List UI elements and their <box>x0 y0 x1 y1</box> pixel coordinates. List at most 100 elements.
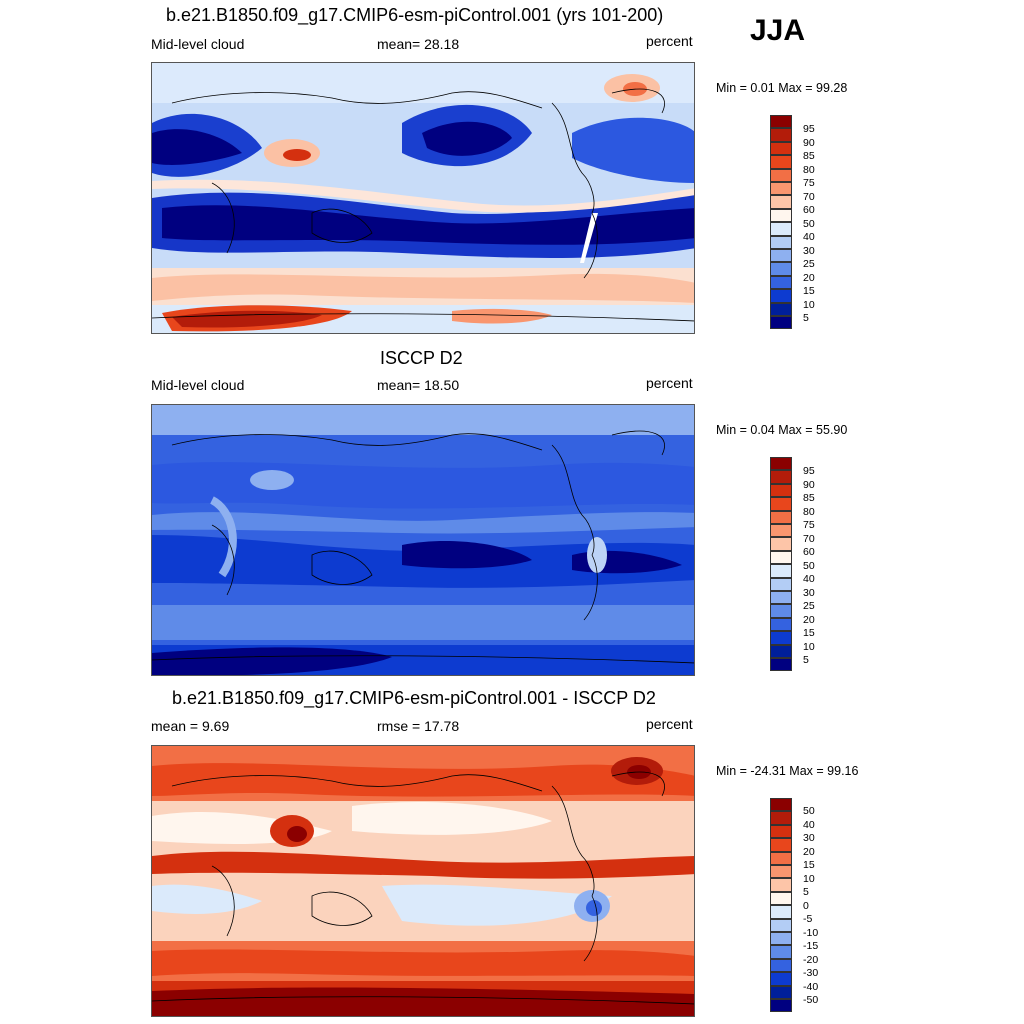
panel-2-colorbar-swatch <box>770 644 792 658</box>
panel-1-colorbar-swatch <box>770 235 792 249</box>
panel-3-colorbar-swatch <box>770 985 792 999</box>
panel-3-title: b.e21.B1850.f09_g17.CMIP6-esm-piControl.… <box>172 688 656 708</box>
panel-1-colorbar-tick: 10 <box>803 298 815 311</box>
panel-3-colorbar-tick: -50 <box>803 994 819 1006</box>
panel-1-colorbar-swatch <box>770 128 792 142</box>
panel-3-colorbar-swatch <box>770 838 792 852</box>
panel-3-colorbar-tick: 30 <box>803 832 815 844</box>
panel-3-colorbar-tick: -5 <box>803 913 813 925</box>
panel-2-colorbar-swatch <box>770 617 792 632</box>
panel-1-map <box>151 62 695 334</box>
panel-3-units-label: percent <box>646 716 693 732</box>
panel-2-colorbar-tick: 50 <box>803 559 815 572</box>
panel-3-colorbar-swatch <box>770 945 792 959</box>
panel-2-colorbar-swatch <box>770 483 792 498</box>
panel-2-colorbar-tick: 60 <box>803 546 815 558</box>
panel-2-colorbar-swatch <box>770 537 792 551</box>
panel-2-colorbar-swatch <box>770 497 792 511</box>
panel-2-colorbar-tick: 95 <box>803 465 815 477</box>
panel-3-colorbar-tick: 50 <box>803 805 815 817</box>
panel-2-colorbar-swatch <box>770 470 792 484</box>
panel-2-colorbar-swatch <box>770 457 792 471</box>
panel-2-colorbar-swatch <box>770 550 792 565</box>
panel-1-units-label: percent <box>646 33 693 49</box>
panel-1-colorbar-tick: 60 <box>803 204 815 216</box>
panel-3-colorbar-swatch <box>770 878 792 892</box>
panel-2-colorbar-tick: 25 <box>803 600 815 612</box>
panel-3-colorbar-tick: -40 <box>803 980 819 993</box>
panel-1-colorbar-swatch <box>770 249 792 263</box>
panel-2-colorbar-tick: 70 <box>803 532 815 545</box>
panel-2-colorbar-swatch <box>770 524 792 538</box>
panel-1-colorbar-tick: 25 <box>803 258 815 270</box>
panel-2-colorbar-swatch <box>770 604 792 618</box>
panel-1-colorbar-swatch <box>770 195 792 209</box>
panel-1-colorbar-swatch <box>770 182 792 196</box>
panel-1-colorbar-tick: 80 <box>803 163 815 176</box>
panel-1-colorbar-swatch <box>770 141 792 156</box>
panel-1-colorbar-tick: 30 <box>803 244 815 257</box>
panel-3-colorbar-tick: -20 <box>803 953 819 966</box>
panel-1-colorbar-tick: 40 <box>803 231 815 243</box>
panel-2-colorbar-swatch <box>770 564 792 578</box>
panel-3-colorbar-swatch <box>770 972 792 986</box>
panel-2-colorbar <box>770 457 792 671</box>
panel-1-colorbar-tick: 95 <box>803 123 815 135</box>
panel-2-units-label: percent <box>646 375 693 391</box>
panel-2-colorbar-swatch <box>770 658 792 671</box>
panel-2-colorbar-tick: 85 <box>803 492 815 504</box>
panel-2-colorbar-swatch <box>770 510 792 524</box>
panel-3-map <box>151 745 695 1017</box>
panel-1-colorbar-swatch <box>770 275 792 290</box>
panel-3-rmse-label: rmse = 17.78 <box>377 718 460 734</box>
panel-1-colorbar <box>770 115 792 329</box>
panel-1-colorbar-tick: 85 <box>803 150 815 162</box>
panel-3-colorbar-tick: 10 <box>803 872 815 885</box>
panel-3-colorbar-swatch <box>770 932 792 946</box>
panel-2-colorbar-tick: 20 <box>803 613 815 626</box>
panel-3-colorbar-swatch <box>770 918 792 932</box>
panel-2-map <box>151 404 695 676</box>
panel-1-colorbar-tick: 50 <box>803 217 815 230</box>
panel-1-colorbar-tick: 75 <box>803 177 815 189</box>
panel-1-colorbar-swatch <box>770 155 792 169</box>
panel-1-colorbar-swatch <box>770 168 792 182</box>
panel-2-colorbar-swatch <box>770 591 792 605</box>
panel-3-colorbar-swatch <box>770 865 792 879</box>
panel-3-colorbar-swatch <box>770 905 792 919</box>
panel-2-colorbar-tick: 10 <box>803 640 815 653</box>
panel-3-colorbar-tick: 15 <box>803 859 815 871</box>
panel-3-colorbar-tick: -15 <box>803 940 819 952</box>
panel-3-minmax: Min = -24.31 Max = 99.16 <box>716 764 859 778</box>
panel-3-colorbar-tick: 40 <box>803 818 815 831</box>
panel-2-colorbar-tick: 15 <box>803 627 815 639</box>
panel-1-colorbar-tick: 15 <box>803 285 815 297</box>
panel-1-colorbar-swatch <box>770 222 792 236</box>
season-label: JJA <box>750 14 806 47</box>
panel-1-variable-label: Mid-level cloud <box>151 36 245 52</box>
panel-1-colorbar-tick: 20 <box>803 271 815 284</box>
panel-3-colorbar-swatch <box>770 798 792 812</box>
panel-1-title: b.e21.B1850.f09_g17.CMIP6-esm-piControl.… <box>166 5 664 25</box>
panel-3-colorbar-tick: -10 <box>803 926 819 939</box>
panel-3-mean-label: mean = 9.69 <box>151 718 230 734</box>
panel-2-colorbar-tick: 5 <box>803 654 809 666</box>
panel-1-minmax: Min = 0.01 Max = 99.28 <box>716 81 848 95</box>
panel-3-colorbar-swatch <box>770 891 792 906</box>
panel-3-colorbar <box>770 798 792 1012</box>
panel-2-colorbar-tick: 30 <box>803 586 815 599</box>
panel-3-colorbar-tick: 20 <box>803 845 815 858</box>
panel-2-colorbar-tick: 75 <box>803 519 815 531</box>
panel-1-colorbar-swatch <box>770 208 792 223</box>
panel-1-colorbar-swatch <box>770 316 792 329</box>
panel-1-colorbar-tick: 90 <box>803 136 815 149</box>
panel-1-colorbar-tick: 70 <box>803 190 815 203</box>
panel-3-colorbar-swatch <box>770 824 792 839</box>
panel-1-colorbar-swatch <box>770 302 792 316</box>
panel-1-colorbar-swatch <box>770 289 792 303</box>
panel-3-colorbar-swatch <box>770 811 792 825</box>
panel-2-colorbar-tick: 80 <box>803 505 815 518</box>
panel-2-variable-label: Mid-level cloud <box>151 377 245 393</box>
panel-3-colorbar-tick: 5 <box>803 886 809 898</box>
panel-3-colorbar-swatch <box>770 999 792 1012</box>
